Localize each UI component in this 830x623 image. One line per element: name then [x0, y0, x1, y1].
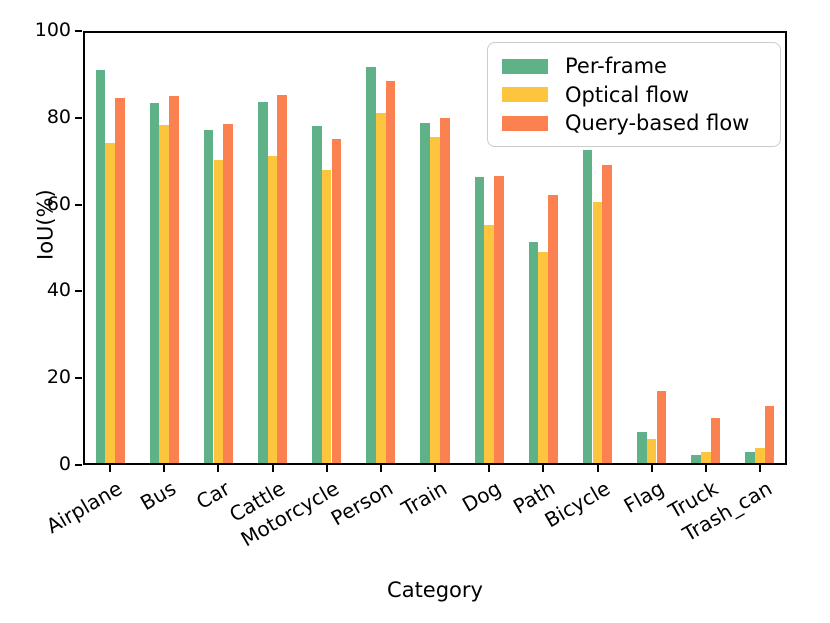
bar-query-based-flow-train — [439, 117, 450, 465]
bar-per-frame-motorcycle — [312, 126, 322, 465]
bar-query-based-flow-dog — [494, 176, 504, 465]
bar-query-based-flow-person — [385, 80, 396, 465]
bar-query-based-flow-cattle — [277, 95, 288, 465]
x-tick-mark-trash_can — [758, 465, 761, 472]
y-tick-label-0: 0 — [58, 453, 71, 475]
bar-per-frame-airplane — [95, 69, 106, 465]
bar-per-frame-trash_can — [745, 452, 755, 465]
y-tick-mark-20 — [75, 377, 82, 380]
bar-optical-flow-path — [538, 252, 549, 465]
bar-optical-flow-truck — [700, 452, 711, 465]
x-tick-mark-bicycle — [596, 465, 599, 472]
y-tick-mark-0 — [75, 464, 82, 466]
x-tick-mark-bus — [163, 465, 166, 472]
x-tick-mark-motorcycle — [325, 465, 328, 472]
bar-query-based-flow-path — [548, 195, 558, 465]
per-frame-swatch — [502, 58, 548, 74]
bar-per-frame-bicycle — [582, 149, 593, 465]
query-based-flow-swatch — [502, 115, 548, 131]
plot-area — [83, 31, 787, 465]
bar-per-frame-train — [420, 122, 431, 465]
x-tick-mark-flag — [650, 465, 653, 472]
legend-item-per-frame: Per-frame — [502, 52, 766, 80]
y-tick-mark-60 — [75, 203, 82, 206]
bar-optical-flow-train — [430, 136, 440, 465]
bar-query-based-flow-truck — [710, 418, 721, 465]
bar-query-based-flow-trash_can — [764, 406, 775, 465]
x-tick-mark-cattle — [271, 465, 274, 472]
bar-optical-flow-motorcycle — [321, 170, 332, 465]
bar-optical-flow-trash_can — [755, 447, 765, 465]
bar-per-frame-bus — [149, 102, 160, 465]
y-tick-label-60: 60 — [46, 192, 71, 215]
legend-item-query-based-flow: Query-based flow — [502, 109, 766, 137]
x-tick-mark-person — [379, 465, 382, 472]
bar-optical-flow-dog — [484, 225, 494, 465]
y-tick-label-100: 100 — [34, 19, 71, 41]
legend-label: Optical flow — [565, 82, 690, 107]
bar-optical-flow-car — [213, 159, 224, 465]
bar-per-frame-flag — [637, 432, 647, 465]
bar-optical-flow-person — [376, 112, 386, 465]
y-tick-label-80: 80 — [46, 105, 71, 128]
bar-optical-flow-bus — [159, 124, 170, 465]
bar-query-based-flow-bicycle — [602, 164, 612, 465]
legend-label: Query-based flow — [565, 111, 750, 135]
bar-optical-flow-cattle — [267, 156, 278, 465]
bar-query-based-flow-flag — [656, 390, 667, 465]
y-axis-label: IoU(%) — [33, 189, 58, 260]
bar-query-based-flow-airplane — [115, 97, 125, 465]
bar-optical-flow-flag — [646, 439, 657, 465]
y-tick-label-40: 40 — [46, 279, 71, 302]
bar-per-frame-path — [528, 241, 539, 465]
x-tick-mark-truck — [704, 465, 707, 472]
x-axis-label: Category — [387, 578, 483, 602]
bar-per-frame-cattle — [257, 102, 268, 465]
x-tick-mark-airplane — [109, 465, 112, 472]
optical-flow-swatch — [502, 87, 548, 102]
x-tick-mark-dog — [488, 465, 491, 472]
bar-query-based-flow-bus — [169, 95, 179, 465]
bar-per-frame-truck — [691, 455, 701, 465]
chart-container: Per-frame Optical flow Query-based flow … — [35, 19, 787, 551]
legend-item-optical-flow: Optical flow — [502, 81, 766, 109]
y-tick-mark-40 — [75, 290, 82, 293]
x-tick-mark-car — [217, 465, 220, 472]
x-tick-mark-train — [434, 465, 436, 472]
bar-query-based-flow-car — [223, 123, 233, 465]
legend-label: Per-frame — [565, 54, 667, 78]
bar-query-based-flow-motorcycle — [331, 139, 342, 465]
bar-optical-flow-bicycle — [592, 202, 603, 465]
bar-per-frame-car — [203, 130, 214, 465]
bar-per-frame-dog — [474, 177, 485, 465]
y-tick-mark-80 — [75, 116, 82, 119]
y-tick-mark-100 — [75, 30, 82, 32]
legend: Per-frame Optical flow Query-based flow — [487, 42, 781, 147]
y-tick-label-20: 20 — [46, 366, 71, 389]
x-tick-mark-path — [542, 465, 545, 472]
bar-per-frame-person — [366, 67, 376, 465]
bar-optical-flow-airplane — [105, 142, 115, 465]
